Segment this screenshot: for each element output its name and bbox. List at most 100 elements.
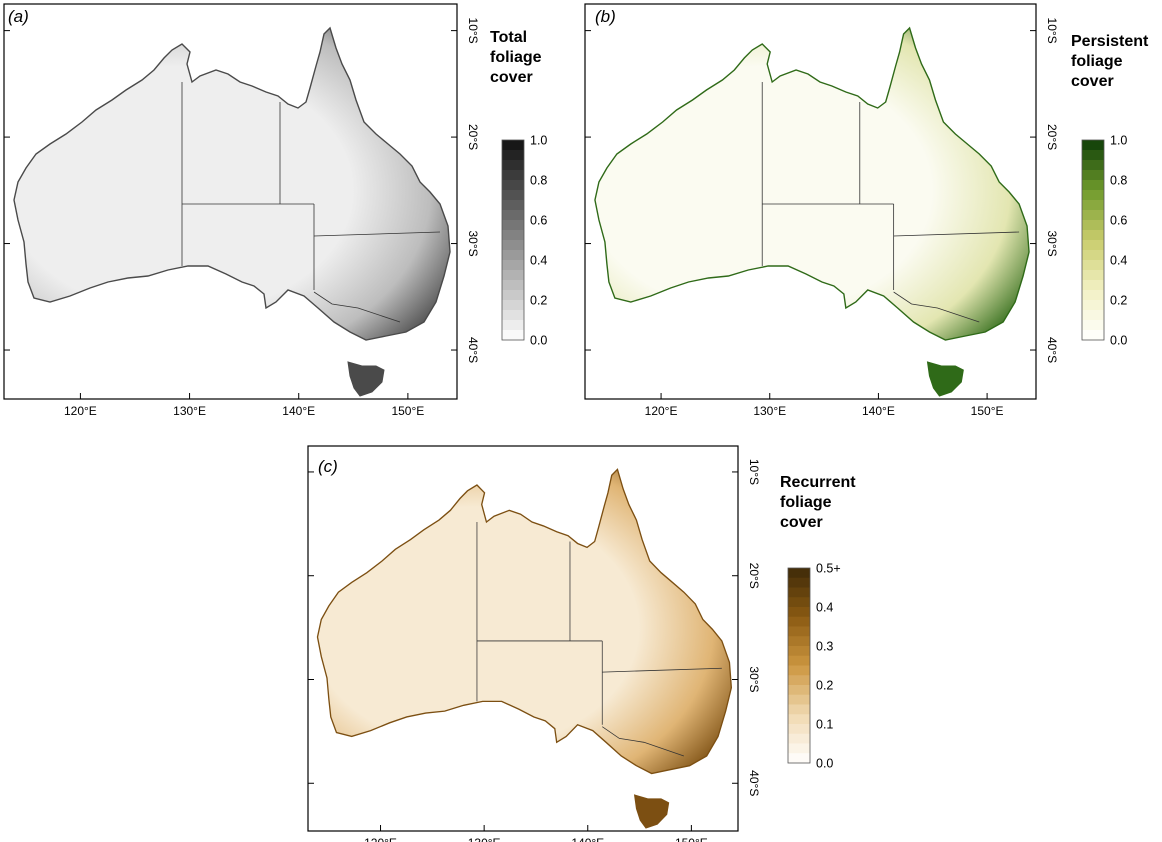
colorbar-swatch	[1082, 280, 1104, 291]
state-border	[602, 726, 685, 757]
legend-title-line: foliage	[490, 49, 542, 66]
tasmania	[633, 794, 670, 829]
colorbar-swatch	[788, 646, 810, 657]
x-tick-label: 130°E	[468, 836, 501, 842]
colorbar-swatch	[788, 675, 810, 686]
colorbar-swatch	[1082, 310, 1104, 321]
colorbar-swatch	[502, 230, 524, 241]
colorbar-swatch	[502, 190, 524, 201]
colorbar-tick-label: 0.4	[1110, 254, 1127, 268]
colorbar-tick-label: 0.0	[1110, 334, 1127, 348]
state-border	[893, 231, 1020, 237]
y-tick-label: 30°S	[466, 230, 480, 256]
y-tick-label: 40°S	[466, 337, 480, 363]
x-tick-label: 120°E	[645, 404, 678, 418]
colorbar-frame	[501, 139, 525, 341]
legend-title-line: cover	[490, 69, 533, 86]
mainland-australia	[594, 26, 1030, 341]
state-border	[313, 291, 401, 323]
y-tick-label: 20°S	[747, 563, 761, 589]
colorbar-swatch	[502, 220, 524, 231]
state-border	[893, 291, 980, 323]
colorbar-swatch	[502, 200, 524, 211]
colorbar-swatch	[1082, 250, 1104, 261]
y-tick-label: 10°S	[1045, 18, 1059, 44]
colorbar-swatch	[502, 290, 524, 301]
mainland-australia	[13, 26, 451, 341]
colorbar-swatch	[788, 704, 810, 715]
x-tick-label: 120°E	[64, 404, 97, 418]
panel-label: (a)	[8, 7, 29, 26]
mainland-australia	[316, 468, 733, 775]
colorbar-tick-label: 0.0	[530, 334, 547, 348]
colorbar-swatch	[1082, 290, 1104, 301]
y-tick-label: 20°S	[1045, 124, 1059, 150]
colorbar-swatch	[502, 180, 524, 191]
colorbar-swatch	[788, 577, 810, 588]
colorbar-swatch	[502, 330, 524, 341]
legend-title-line: cover	[1071, 73, 1114, 90]
colorbar-swatch	[788, 607, 810, 618]
legend-title-line: Total	[490, 29, 527, 46]
x-tick-label: 140°E	[571, 836, 604, 842]
x-tick-label: 140°E	[282, 404, 315, 418]
colorbar-tick-label: 1.0	[1110, 134, 1127, 148]
colorbar-swatch	[788, 743, 810, 754]
colorbar-swatch	[1082, 230, 1104, 241]
colorbar-swatch	[788, 597, 810, 608]
colorbar-swatch	[788, 616, 810, 627]
legend-title-line: foliage	[780, 494, 832, 511]
colorbar-swatch	[1082, 220, 1104, 231]
colorbar-tick-label: 0.0	[816, 757, 833, 771]
colorbar-swatch	[788, 685, 810, 696]
colorbar-tick-label: 0.1	[816, 718, 833, 732]
y-tick-label: 10°S	[466, 18, 480, 44]
colorbar-swatch	[788, 753, 810, 764]
map-panel-a: (a) 120°E 130°E 140°E 150°E 10°S 20°S 30°S 40°S T…	[3, 3, 547, 418]
x-tick-label: 150°E	[971, 404, 1004, 418]
colorbar-swatch	[502, 310, 524, 321]
colorbar-tick-label: 0.4	[816, 601, 833, 615]
colorbar-swatch	[502, 280, 524, 291]
colorbar-swatch	[788, 714, 810, 725]
legend-title-line: Persistent	[1071, 33, 1149, 50]
colorbar-swatch	[502, 300, 524, 311]
colorbar-swatch	[502, 150, 524, 161]
colorbar-swatch	[1082, 150, 1104, 161]
colorbar-swatch	[502, 170, 524, 181]
colorbar-swatch	[1082, 320, 1104, 331]
colorbar-tick-label: 0.5+	[816, 562, 841, 576]
colorbar-swatch	[1082, 140, 1104, 151]
colorbar-swatch	[502, 270, 524, 281]
colorbar-swatch	[1082, 200, 1104, 211]
colorbar-swatch	[788, 626, 810, 637]
colorbar-swatch	[502, 160, 524, 171]
panel-label: (b)	[595, 7, 616, 26]
colorbar-tick-label: 0.4	[530, 254, 547, 268]
legend-title-line: foliage	[1071, 53, 1123, 70]
colorbar-swatch	[788, 694, 810, 705]
colorbar-swatch	[788, 587, 810, 598]
colorbar-swatch	[1082, 330, 1104, 341]
colorbar-frame	[1081, 139, 1105, 341]
colorbar-swatch	[788, 655, 810, 666]
y-tick-label: 10°S	[747, 459, 761, 485]
colorbar-swatch	[502, 320, 524, 331]
colorbar-tick-label: 0.3	[816, 640, 833, 654]
y-tick-label: 30°S	[747, 666, 761, 692]
colorbar-tick-label: 0.6	[1110, 214, 1127, 228]
colorbar-swatch	[502, 140, 524, 151]
y-tick-label: 30°S	[1045, 230, 1059, 256]
colorbar-swatch	[1082, 260, 1104, 271]
colorbar-swatch	[788, 665, 810, 676]
colorbar-tick-label: 0.2	[530, 294, 547, 308]
legend-title-line: cover	[780, 514, 823, 531]
colorbar-swatch	[788, 733, 810, 744]
colorbar-swatch	[1082, 190, 1104, 201]
colorbar-swatch	[502, 250, 524, 261]
colorbar-tick-label: 0.2	[1110, 294, 1127, 308]
colorbar-swatch	[1082, 270, 1104, 281]
tasmania	[347, 361, 385, 397]
x-tick-label: 150°E	[675, 836, 708, 842]
x-tick-label: 130°E	[753, 404, 786, 418]
